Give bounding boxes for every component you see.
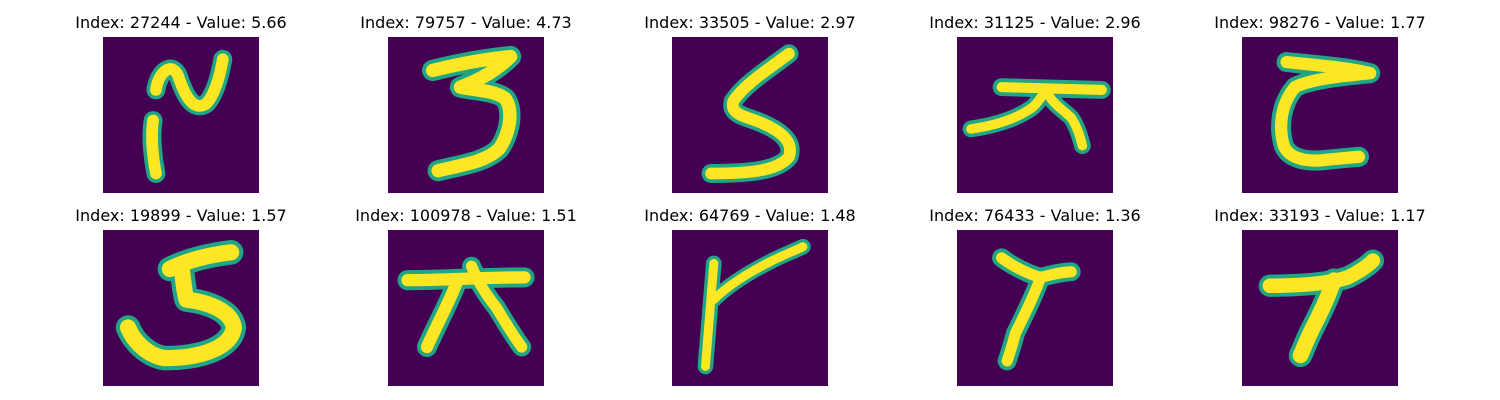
cell-title: Index: 31125 - Value: 2.96 <box>929 13 1141 32</box>
digit-image <box>388 37 544 193</box>
cell-title: Index: 100978 - Value: 1.51 <box>355 206 577 225</box>
digit-image <box>103 230 259 386</box>
digit-image <box>388 230 544 386</box>
digit-image <box>957 230 1113 386</box>
digit-image <box>1242 230 1398 386</box>
cell-title: Index: 33193 - Value: 1.17 <box>1214 206 1426 225</box>
cell-title: Index: 98276 - Value: 1.77 <box>1214 13 1426 32</box>
digit-image <box>103 37 259 193</box>
cell-title: Index: 19899 - Value: 1.57 <box>75 206 287 225</box>
digit-image <box>957 37 1113 193</box>
cell-title: Index: 79757 - Value: 4.73 <box>360 13 572 32</box>
cell-title: Index: 76433 - Value: 1.36 <box>929 206 1141 225</box>
cell-title: Index: 27244 - Value: 5.66 <box>75 13 287 32</box>
digit-image <box>1242 37 1398 193</box>
digit-image <box>672 37 828 193</box>
digit-image <box>672 230 828 386</box>
cell-title: Index: 33505 - Value: 2.97 <box>644 13 856 32</box>
cell-title: Index: 64769 - Value: 1.48 <box>644 206 856 225</box>
